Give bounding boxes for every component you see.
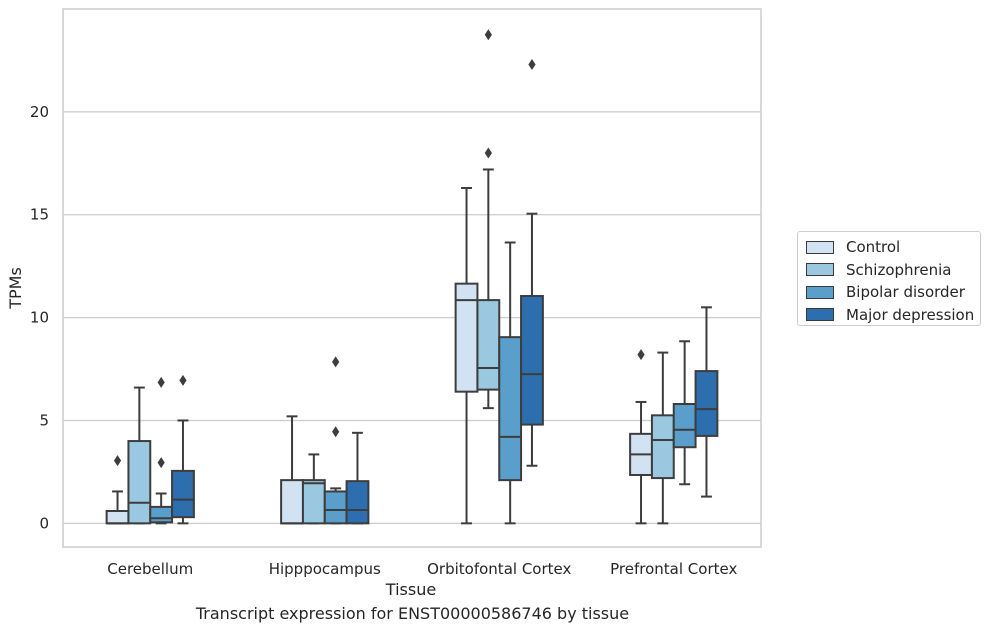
box-body xyxy=(301,479,326,525)
legend-label: Schizophrenia xyxy=(846,260,952,279)
plot-frame xyxy=(62,8,762,548)
box-body xyxy=(149,505,174,524)
box-body xyxy=(650,414,675,480)
box-schizophrenia xyxy=(650,351,675,525)
chart-caption: Transcript expression for ENST0000058674… xyxy=(195,604,630,623)
y-axis-ticks: 0 5 10 15 20 xyxy=(30,103,49,532)
box-body xyxy=(498,336,523,482)
box-body xyxy=(127,440,152,525)
box-schizophrenia xyxy=(127,386,152,525)
box-control xyxy=(629,349,653,525)
outlier-point xyxy=(157,376,165,388)
box-body xyxy=(280,479,304,525)
y-tick-label: 20 xyxy=(30,103,49,121)
outlier-point xyxy=(332,426,340,438)
legend: Control Schizophrenia Bipolar disorder Majo… xyxy=(797,231,981,326)
box-bipolar-disorder xyxy=(149,376,174,525)
x-tick-label: Orbitofontal Cortex xyxy=(427,560,571,578)
box-bipolar-disorder xyxy=(323,356,348,525)
box-major-depression xyxy=(520,59,544,467)
legend-swatch xyxy=(806,285,834,299)
box-body xyxy=(171,469,195,519)
y-tick-label: 10 xyxy=(30,309,49,327)
box-body xyxy=(520,295,544,426)
outlier-point xyxy=(113,455,122,467)
x-tick-label: Cerebellum xyxy=(107,560,193,578)
box-major-depression xyxy=(345,431,370,525)
box-body xyxy=(345,480,370,525)
box-bipolar-disorder xyxy=(672,340,697,486)
y-axis-label: TPMs xyxy=(6,267,25,310)
box-body xyxy=(672,403,697,449)
legend-item: Schizophrenia xyxy=(806,259,980,282)
box-bipolar-disorder xyxy=(498,241,523,525)
legend-label: Major depression xyxy=(846,305,975,324)
box-schizophrenia xyxy=(301,453,326,525)
box-major-depression xyxy=(694,306,719,498)
outlier-point xyxy=(484,29,492,41)
outlier-point xyxy=(528,59,536,71)
box-body xyxy=(476,299,501,391)
legend-label: Control xyxy=(846,238,901,257)
y-tick-label: 0 xyxy=(39,514,49,532)
outlier-point xyxy=(484,147,492,159)
y-tick-label: 15 xyxy=(30,206,49,224)
x-tick-label: Prefrontal Cortex xyxy=(610,560,737,578)
x-axis-label: Tissue xyxy=(385,580,436,599)
outlier-point xyxy=(157,457,165,469)
outlier-point xyxy=(637,349,645,361)
box-body xyxy=(323,490,348,525)
outlier-point xyxy=(179,374,187,386)
box-body xyxy=(105,509,130,525)
legend-item: Bipolar disorder xyxy=(806,281,980,304)
y-tick-label: 5 xyxy=(39,411,49,429)
legend-swatch xyxy=(806,308,834,322)
outlier-point xyxy=(332,356,340,368)
x-axis-ticks: Cerebellum Hipppocampus Orbitofontal Corte… xyxy=(107,560,737,578)
box-control xyxy=(454,186,479,525)
legend-item: Major depression xyxy=(806,304,980,327)
legend-swatch xyxy=(806,240,834,254)
box-schizophrenia xyxy=(476,29,501,410)
legend-label: Bipolar disorder xyxy=(846,283,965,302)
box-plots xyxy=(105,29,719,525)
legend-swatch xyxy=(806,263,834,277)
box-body xyxy=(694,370,719,437)
legend-item: Control xyxy=(806,236,980,259)
x-tick-label: Hipppocampus xyxy=(269,560,381,578)
box-control xyxy=(105,455,130,525)
box-major-depression xyxy=(171,374,195,525)
box-control xyxy=(280,415,304,525)
